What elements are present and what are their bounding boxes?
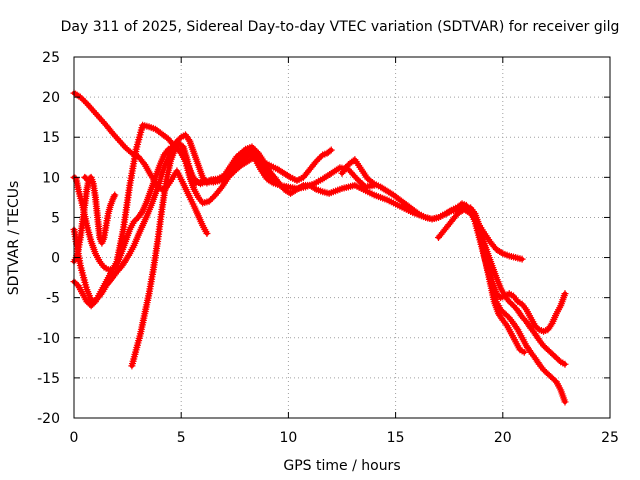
series-arc-6 — [81, 173, 93, 184]
y-tick-label: -10 — [37, 331, 60, 347]
y-tick-label: 20 — [42, 90, 60, 106]
data-points — [70, 89, 569, 406]
chart-title: Day 311 of 2025, Sidereal Day-to-day VTE… — [61, 19, 620, 35]
x-tick-label: 5 — [177, 430, 186, 446]
y-tick-label: -20 — [37, 411, 60, 427]
x-tick-label: 0 — [70, 430, 79, 446]
y-axis-label: SDTVAR / TECUs — [6, 181, 22, 296]
series-arc-11 — [473, 221, 528, 356]
x-tick-label: 20 — [494, 430, 512, 446]
y-tick-label: -15 — [37, 371, 60, 387]
y-tick-label: 5 — [51, 210, 60, 226]
series-arc-5 — [70, 173, 119, 266]
x-tick-label: 15 — [387, 430, 405, 446]
x-tick-label: 10 — [279, 430, 297, 446]
x-tick-label: 25 — [601, 430, 619, 446]
y-tick-label: 15 — [42, 130, 60, 146]
y-tick-label: 0 — [51, 251, 60, 267]
plot-frame — [73, 56, 611, 419]
x-axis-label: GPS time / hours — [283, 458, 400, 474]
axis-ticks: 0 5 10 15 20 25 -20 -15 -10 -5 0 5 10 15 20 25 — [37, 50, 619, 446]
grid — [74, 57, 610, 418]
y-tick-label: -5 — [46, 291, 60, 307]
series-markers — [473, 221, 528, 356]
y-tick-label: 10 — [42, 170, 60, 186]
series-markers — [81, 173, 93, 184]
y-tick-label: 25 — [42, 50, 60, 66]
series-arc-8 — [338, 156, 569, 368]
